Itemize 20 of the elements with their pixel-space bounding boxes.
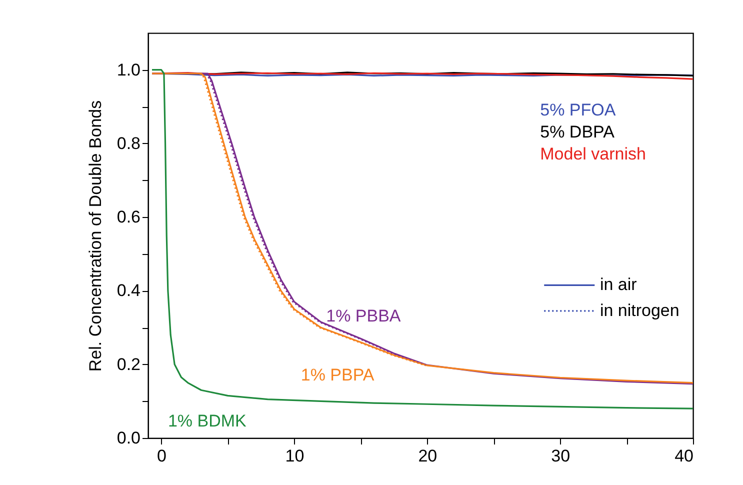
series-label: 1% PBBA	[326, 306, 402, 326]
y-tick-label: 0.4	[116, 281, 140, 300]
x-tick-label: 10	[285, 446, 304, 466]
annotation: in air	[600, 275, 638, 294]
text: Model varnish	[540, 144, 646, 164]
series-label: 5% PFOA	[540, 100, 616, 120]
text: 5% DBPA	[540, 122, 616, 142]
series-label: 1% BDMK	[168, 411, 248, 430]
x-tick-label: 30	[551, 446, 570, 466]
x-tick-label: 40	[674, 446, 694, 466]
y-tick-label: 0.8	[116, 134, 140, 153]
y-tick-label: 0.6	[116, 208, 140, 227]
y-axis-title: Rel. Concentration of Double Bonds	[86, 100, 105, 372]
y-tick-label: 0.2	[116, 354, 140, 374]
annotation: in nitrogen	[600, 300, 680, 320]
x-tick-label: 20	[418, 446, 438, 466]
y-tick-label: 0.0	[116, 428, 140, 448]
y-tick-label: 1.0	[116, 60, 140, 80]
x-tick-label: 0	[157, 446, 167, 466]
series-label: 1% PBPA	[300, 365, 375, 384]
